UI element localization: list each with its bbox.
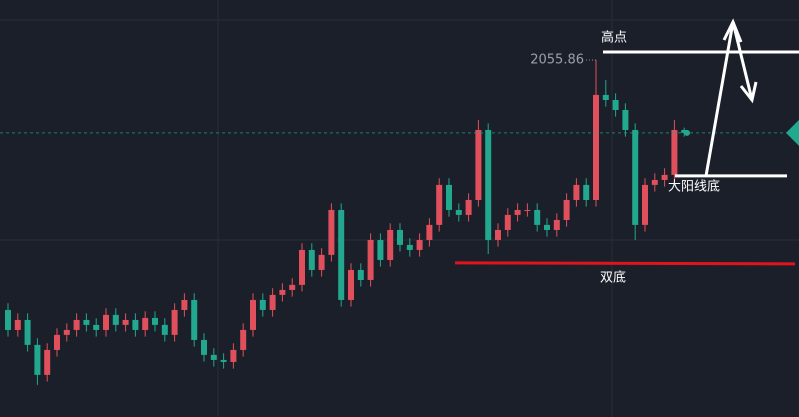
candle-body <box>651 179 658 185</box>
candle-body <box>142 317 149 330</box>
candle-body <box>671 129 678 175</box>
candle-body <box>34 344 41 375</box>
candle-body <box>465 199 472 215</box>
candle-body <box>44 349 51 375</box>
candle-body <box>504 214 511 230</box>
candle-body <box>5 309 11 330</box>
candles <box>5 60 688 385</box>
candle-body <box>318 254 325 270</box>
candle-body <box>54 334 60 350</box>
candle-body <box>661 174 668 180</box>
last-price-marker <box>786 119 799 146</box>
candle-body <box>642 184 648 225</box>
candle-body <box>210 354 217 360</box>
candle-body <box>171 309 178 335</box>
candle-body <box>416 239 423 250</box>
high-price-label: 2055.86 <box>530 53 584 68</box>
candle-body <box>240 329 247 350</box>
candle-body <box>103 314 109 330</box>
candle-body <box>348 269 354 300</box>
candle-body <box>220 359 227 362</box>
level-line <box>454 261 796 266</box>
candle-body <box>24 319 31 345</box>
candle-body <box>83 319 90 325</box>
candle-body <box>524 209 531 211</box>
candle-body <box>259 299 266 310</box>
candle-body <box>93 324 100 330</box>
candle-body <box>73 319 80 330</box>
candle-body <box>191 299 198 340</box>
candle-body <box>269 294 276 310</box>
candle-body <box>299 249 305 285</box>
candle-body <box>328 209 335 255</box>
candle-body <box>681 129 688 133</box>
candle-body <box>112 314 119 325</box>
level-label: 高点 <box>601 29 627 45</box>
candle-body <box>426 224 433 240</box>
candle-body <box>152 317 158 325</box>
candle-body <box>446 184 452 210</box>
candle-body <box>436 184 443 225</box>
candle-body <box>544 224 550 230</box>
candle-body <box>181 299 188 310</box>
candle-body <box>250 299 256 330</box>
level-label: 双底 <box>600 269 626 285</box>
arrow-path <box>704 21 754 177</box>
candle-body <box>377 239 384 260</box>
candle-body <box>612 99 619 110</box>
candle-body <box>573 184 580 200</box>
candle-body <box>397 229 403 245</box>
candle-body <box>406 244 413 250</box>
candle-body <box>132 319 139 330</box>
candle-body <box>583 184 590 200</box>
candle-body <box>563 199 570 220</box>
level-label: 大阳线底 <box>668 178 720 194</box>
candle-body <box>201 339 207 355</box>
candle-body <box>367 239 374 280</box>
candle-body <box>632 129 639 225</box>
candle-body <box>279 289 286 295</box>
arrow-head <box>739 81 758 104</box>
candle-body <box>534 209 541 225</box>
candle-body <box>455 209 462 215</box>
candle-body <box>475 129 482 200</box>
candle-body <box>122 319 129 325</box>
candle-body <box>387 229 394 260</box>
candle-body <box>602 94 609 100</box>
candle-body <box>357 269 364 280</box>
candle-body <box>514 209 521 215</box>
candle-body <box>622 109 629 130</box>
last-price-dot <box>684 129 690 136</box>
candle-body <box>485 129 492 240</box>
candle-body <box>338 209 345 300</box>
candle-body <box>308 249 315 270</box>
candle-body <box>161 324 168 335</box>
candle-body <box>495 229 501 240</box>
candle-body <box>553 219 560 230</box>
candle-body <box>63 329 70 335</box>
candle-body <box>593 94 599 200</box>
candle-body <box>230 349 237 362</box>
arrow-head <box>722 18 743 43</box>
candle-body <box>14 319 21 330</box>
candle-body <box>289 284 296 290</box>
